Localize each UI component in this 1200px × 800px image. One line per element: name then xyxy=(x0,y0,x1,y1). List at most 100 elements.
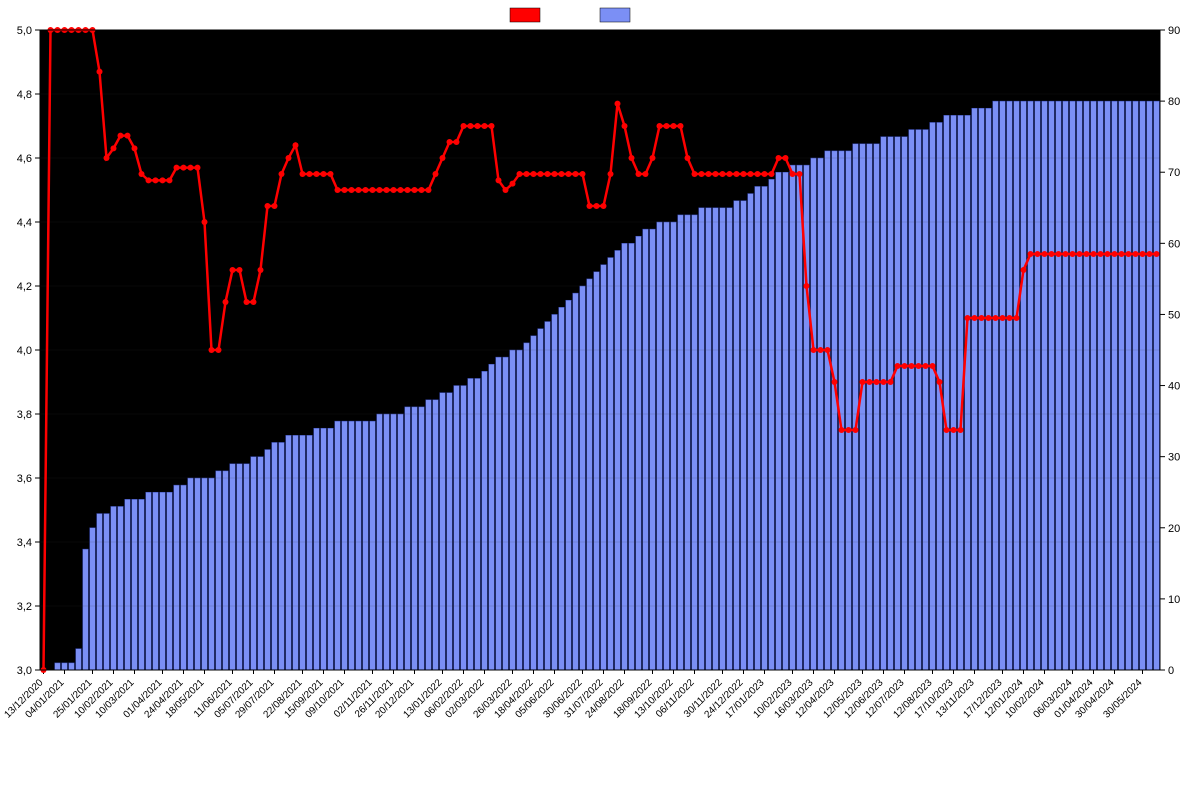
line-marker xyxy=(622,123,628,129)
bar xyxy=(1140,101,1146,670)
line-marker xyxy=(195,165,201,171)
line-marker xyxy=(783,155,789,161)
line-marker xyxy=(279,171,285,177)
line-marker xyxy=(356,187,362,193)
bar xyxy=(657,222,663,670)
bar xyxy=(636,236,642,670)
bar xyxy=(594,272,600,670)
bar xyxy=(601,265,607,670)
line-marker xyxy=(916,363,922,369)
line-marker xyxy=(349,187,355,193)
line-marker xyxy=(391,187,397,193)
bar xyxy=(1126,101,1132,670)
line-marker xyxy=(272,203,278,209)
legend xyxy=(510,8,630,22)
bar xyxy=(916,130,922,670)
line-marker xyxy=(888,379,894,385)
bar xyxy=(832,151,838,670)
bar xyxy=(314,428,320,670)
line-marker xyxy=(97,69,103,75)
bar xyxy=(1119,101,1125,670)
bar xyxy=(895,137,901,670)
bar xyxy=(1091,101,1097,670)
bar xyxy=(853,144,859,670)
line-marker xyxy=(1133,251,1139,257)
line-marker xyxy=(1014,315,1020,321)
bar xyxy=(160,492,166,670)
bar xyxy=(356,421,362,670)
line-marker xyxy=(258,267,264,273)
bar xyxy=(1154,101,1160,670)
line-marker xyxy=(853,427,859,433)
y-right-tick-label: 50 xyxy=(1168,309,1180,321)
y-right-tick-label: 30 xyxy=(1168,452,1180,464)
line-marker xyxy=(328,171,334,177)
y-left-tick-label: 4,4 xyxy=(17,217,32,229)
line-marker xyxy=(104,155,110,161)
line-marker xyxy=(867,379,873,385)
bar xyxy=(419,407,425,670)
line-marker xyxy=(202,219,208,225)
y-left-tick-label: 5,0 xyxy=(17,25,32,37)
y-right-tick-label: 90 xyxy=(1168,25,1180,37)
bar xyxy=(965,115,971,670)
y-left-tick-label: 4,8 xyxy=(17,89,32,101)
line-marker xyxy=(825,347,831,353)
y-left-tick-label: 3,2 xyxy=(17,601,32,613)
bar xyxy=(608,258,614,670)
line-marker xyxy=(1021,267,1027,273)
bar xyxy=(769,179,775,670)
bar xyxy=(867,144,873,670)
line-marker xyxy=(447,139,453,145)
line-marker xyxy=(818,347,824,353)
line-marker xyxy=(489,123,495,129)
bar xyxy=(538,329,544,670)
bar xyxy=(265,450,271,670)
line-marker xyxy=(482,123,488,129)
bar xyxy=(195,478,201,670)
bar xyxy=(776,172,782,670)
bar xyxy=(993,101,999,670)
line-marker xyxy=(734,171,740,177)
line-marker xyxy=(573,171,579,177)
line-marker xyxy=(874,379,880,385)
bar xyxy=(97,514,103,670)
line-marker xyxy=(118,133,124,139)
line-marker xyxy=(832,379,838,385)
bar xyxy=(881,137,887,670)
bar xyxy=(1028,101,1034,670)
bar xyxy=(1077,101,1083,670)
line-marker xyxy=(965,315,971,321)
line-marker xyxy=(286,155,292,161)
bar xyxy=(1014,101,1020,670)
bar xyxy=(167,492,173,670)
line-marker xyxy=(629,155,635,161)
bar xyxy=(328,428,334,670)
line-marker xyxy=(797,171,803,177)
bar xyxy=(118,506,124,670)
bar xyxy=(734,201,740,670)
line-marker xyxy=(510,181,516,187)
bar xyxy=(755,186,761,670)
line-marker xyxy=(363,187,369,193)
line-marker xyxy=(405,187,411,193)
line-marker xyxy=(909,363,915,369)
bar xyxy=(433,400,439,670)
bar xyxy=(111,506,117,670)
y-left-tick-label: 4,2 xyxy=(17,281,32,293)
bar xyxy=(671,222,677,670)
bar xyxy=(615,250,621,670)
bar xyxy=(349,421,355,670)
bar xyxy=(139,499,145,670)
bar xyxy=(440,393,446,670)
bar xyxy=(524,343,530,670)
bar xyxy=(153,492,159,670)
bar xyxy=(1070,101,1076,670)
line-marker xyxy=(209,347,215,353)
bar xyxy=(951,115,957,670)
y-right-tick-label: 0 xyxy=(1168,665,1174,677)
line-marker xyxy=(776,155,782,161)
line-marker xyxy=(503,187,509,193)
bar xyxy=(1035,101,1041,670)
bar xyxy=(412,407,418,670)
